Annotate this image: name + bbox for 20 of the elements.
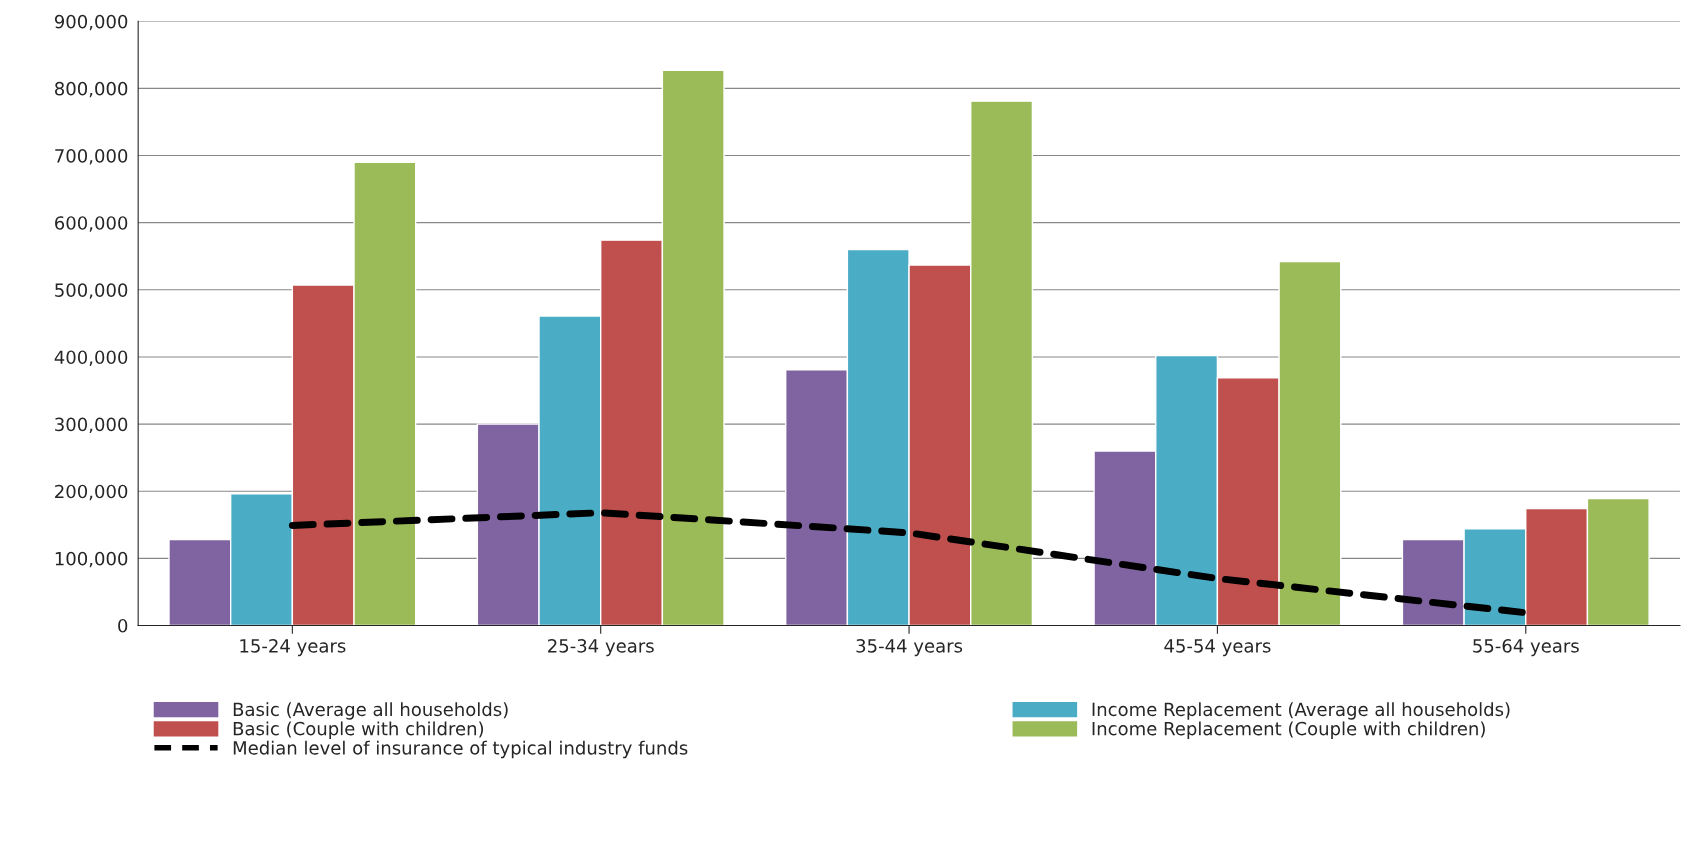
- y-tick-label: 800,000: [55, 81, 128, 98]
- legend-label: Basic (Couple with children): [233, 721, 484, 739]
- x-tick-label: 35-44 years: [856, 639, 963, 657]
- y-tick-label: 300,000: [55, 417, 128, 434]
- x-tick-label: 55-64 years: [1473, 639, 1579, 657]
- legend-label: Income Replacement (Couple with children): [1092, 721, 1485, 739]
- x-tick-label: 25-34 years: [548, 639, 654, 657]
- y-tick-label: 100,000: [55, 551, 128, 568]
- x-tick-label: 45-54 years: [1164, 639, 1271, 657]
- x-tick-label: 15-24 years: [240, 639, 346, 657]
- y-tick-label: 700,000: [55, 149, 128, 165]
- legend-label: Income Replacement (Average all households): [1092, 702, 1510, 720]
- y-tick-label: 400,000: [54, 350, 128, 366]
- legend-label: Basic (Average all households): [233, 702, 508, 720]
- legend-label: Median level of insurance of typical industry funds: [233, 740, 688, 759]
- y-tick-label: 600,000: [55, 216, 128, 232]
- y-tick-label: 0: [118, 618, 128, 633]
- y-tick-label: 900,000: [54, 14, 128, 31]
- y-tick-label: 500,000: [55, 283, 128, 299]
- y-tick-label: 200,000: [55, 484, 128, 501]
